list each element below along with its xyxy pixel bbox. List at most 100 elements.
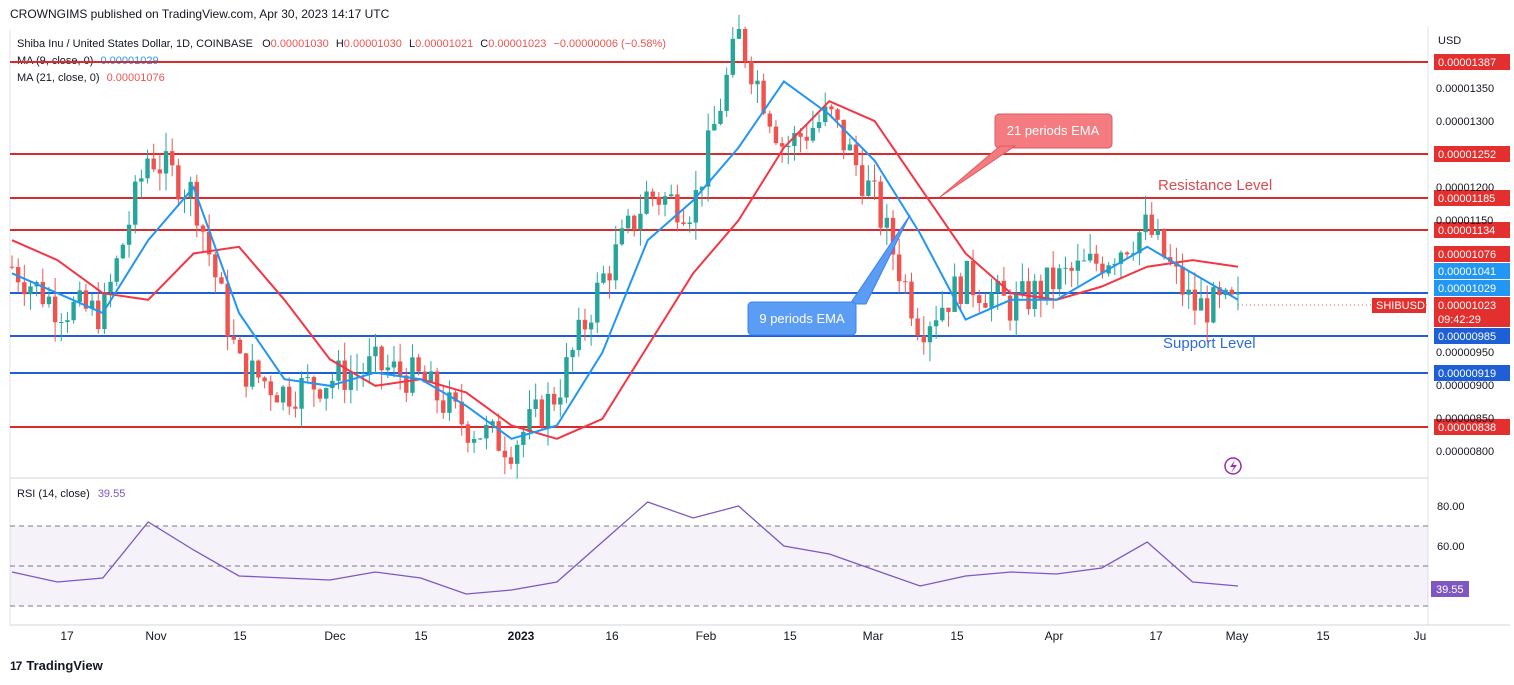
level-tag-bg: [1434, 365, 1510, 381]
candle-body: [514, 444, 520, 464]
publisher-line: CROWNGIMS published on TradingView.com, …: [10, 7, 390, 21]
candle-body: [151, 158, 156, 170]
high-label: H: [335, 38, 344, 50]
candle-body: [872, 180, 877, 182]
candle-body: [490, 421, 495, 425]
candle-body: [890, 217, 896, 255]
candle-body: [724, 74, 729, 111]
candle-body: [391, 361, 397, 368]
candle-body: [1032, 280, 1037, 310]
candle-body: [1204, 298, 1210, 323]
candle-body: [749, 61, 754, 85]
candle-body: [921, 335, 926, 343]
close-value: 0.00001023: [488, 38, 547, 50]
candle-body: [206, 231, 212, 255]
candle-body: [397, 361, 403, 376]
candle-body: [1087, 253, 1093, 261]
rsi-current-tag-bg: [1431, 581, 1469, 597]
symbol-name[interactable]: Shiba Inu / United States Dollar, 1D, CO…: [17, 38, 254, 50]
candle-body: [588, 322, 594, 330]
candle-body: [145, 158, 150, 179]
ma9-tag-bg: [1434, 280, 1510, 296]
candle-body: [1007, 295, 1013, 321]
change-value: −0.00000006 (−0.58%): [553, 38, 666, 50]
candle-body: [15, 267, 21, 283]
candle-body: [1020, 281, 1025, 294]
high-value: 0.00001030: [343, 38, 402, 50]
time-tick: Feb: [696, 629, 717, 643]
candle-body: [169, 151, 175, 166]
ema21-callout: [994, 113, 1113, 149]
candle-body: [1186, 289, 1191, 295]
candle-body: [853, 144, 859, 166]
candle-body: [761, 80, 766, 114]
candle-body: [213, 254, 218, 278]
candle-body: [324, 388, 329, 399]
candle-body: [940, 307, 945, 321]
candle-body: [1143, 214, 1148, 233]
candle-body: [1149, 214, 1154, 235]
candle-body: [157, 169, 163, 174]
price-tick: 0.00000900: [1436, 380, 1494, 392]
candle-body: [958, 276, 963, 304]
candle-body: [767, 113, 772, 127]
support-label: Support Level: [1163, 335, 1256, 352]
candle-body: [638, 213, 643, 230]
candle-body: [126, 224, 132, 245]
candle-body: [1057, 268, 1062, 290]
rsi-band: [10, 525, 1428, 607]
candle-body: [287, 386, 292, 407]
ema9-line: [11, 79, 1239, 440]
candle-body: [927, 326, 933, 343]
candle-body: [884, 217, 890, 228]
price-tick: 0.00001150: [1436, 215, 1493, 227]
open-value: 0.00001030: [270, 38, 329, 50]
candle-body: [675, 194, 680, 223]
ma21-row[interactable]: MA (21, close, 0) 0.00001076: [17, 70, 666, 87]
candle-body: [1217, 287, 1222, 296]
candle-body: [829, 106, 834, 110]
candle-body: [1137, 232, 1142, 254]
candle-body: [46, 296, 52, 305]
candle-body: [428, 371, 434, 383]
candle-body: [434, 371, 440, 401]
level-tag-bg: [1434, 146, 1510, 162]
candle-body: [225, 283, 230, 337]
ma9-high-tag-bg: [1434, 263, 1510, 279]
candle-body: [693, 189, 699, 223]
candle-body: [120, 244, 126, 259]
level-tag-text: 0.00000985: [1438, 331, 1496, 343]
candle-body: [786, 145, 791, 147]
candle-body: [404, 375, 409, 393]
candle-body: [1112, 263, 1117, 266]
candle-body: [681, 222, 686, 225]
rsi-line: [11, 501, 1239, 595]
candle-body: [422, 371, 427, 383]
footer-brand[interactable]: 17 TradingView: [10, 658, 103, 673]
candle-body: [847, 144, 853, 151]
candle-body: [792, 133, 797, 146]
candle-body: [9, 266, 15, 268]
candle-body: [133, 181, 138, 225]
time-tick: 16: [605, 629, 619, 643]
candle-body: [595, 282, 600, 323]
level-tag-bg: [1434, 222, 1510, 238]
candle-body: [983, 303, 988, 308]
candle-body: [952, 276, 957, 312]
candle-body: [977, 295, 982, 304]
ema9-callout-pointer: [849, 214, 911, 305]
symbol-tag-bg: [1372, 298, 1426, 313]
rsi-path: [11, 501, 1239, 595]
ma21-label: MA (21, close, 0): [17, 72, 100, 84]
candle-body: [687, 222, 692, 225]
candle-body: [582, 319, 588, 330]
candle-body: [903, 281, 908, 283]
candle-body: [22, 282, 27, 295]
rsi-legend[interactable]: RSI (14, close) 39.55: [17, 488, 125, 500]
ma9-tag: 0.00001029: [1438, 283, 1496, 295]
candle-body: [89, 300, 95, 309]
candle-body: [484, 424, 489, 439]
chart-legend: Shiba Inu / United States Dollar, 1D, CO…: [17, 36, 666, 87]
candle-body: [299, 377, 304, 409]
